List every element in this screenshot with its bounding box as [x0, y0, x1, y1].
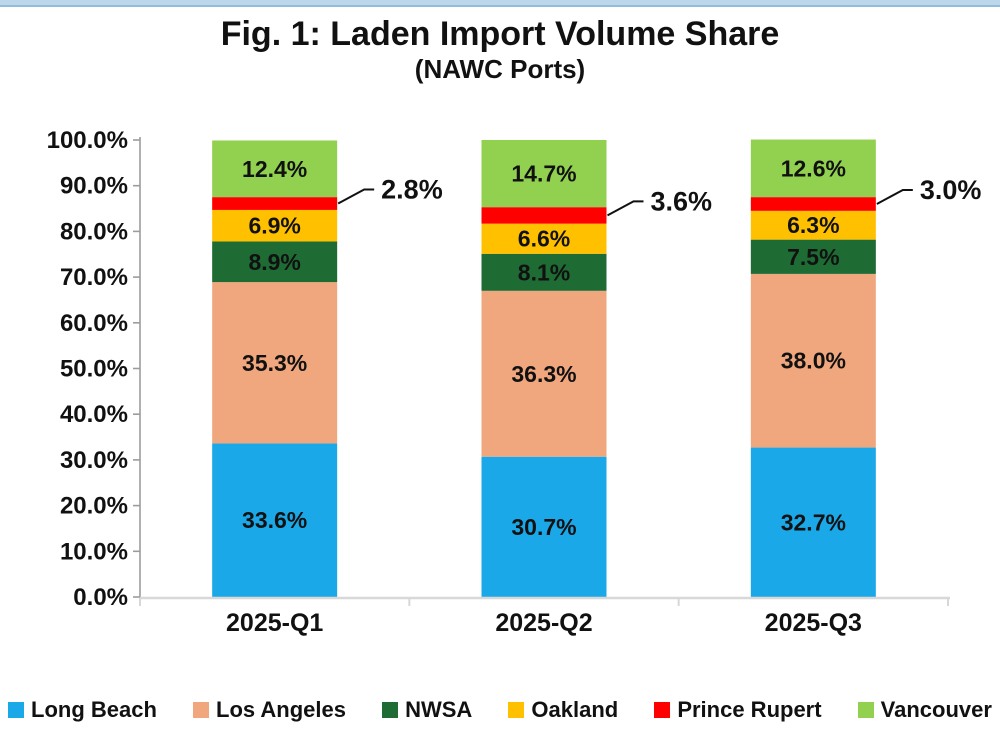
legend-item-vancouver: Vancouver	[857, 697, 992, 723]
legend-swatch	[508, 702, 525, 718]
legend-label: Los Angeles	[216, 697, 346, 722]
legend-swatch	[382, 702, 399, 718]
bar-segment-nwsa	[481, 253, 607, 291]
y-tick-label: 10.0%	[60, 538, 128, 565]
segment-label: 6.6%	[518, 226, 570, 252]
category-label: 2025-Q1	[226, 609, 323, 637]
bar-segment-nwsa	[750, 239, 876, 274]
segment-label: 12.4%	[242, 156, 307, 182]
segment-label: 33.6%	[242, 507, 307, 533]
bar-segment-vancouver	[750, 139, 876, 198]
y-tick-label: 70.0%	[60, 264, 128, 291]
chart-header: Fig. 1: Laden Import Volume Share (NAWC …	[0, 14, 1000, 84]
legend-label: Long Beach	[31, 697, 157, 722]
bar-segment-prince-rupert	[750, 197, 876, 211]
legend-label: Oakland	[531, 697, 619, 722]
segment-label: 6.3%	[787, 212, 839, 238]
callout-label: 3.0%	[920, 175, 982, 205]
bar-segment-vancouver	[212, 140, 338, 198]
segment-label: 12.6%	[781, 155, 846, 181]
chart-subtitle: (NAWC Ports)	[414, 54, 586, 84]
segment-label: 38.0%	[781, 348, 846, 374]
callout-label: 3.6%	[651, 186, 713, 216]
legend-swatch	[654, 702, 671, 718]
legend-label: Vancouver	[880, 697, 992, 722]
legend-label: NWSA	[405, 697, 473, 722]
bar-segment-long-beach	[481, 456, 607, 597]
chart-title: Fig. 1: Laden Import Volume Share	[220, 15, 780, 53]
y-tick-label: 80.0%	[60, 218, 128, 245]
y-tick-label: 20.0%	[60, 493, 128, 520]
legend-item-nwsa: NWSA	[382, 697, 472, 723]
legend-swatch	[857, 702, 874, 718]
callout-line	[337, 188, 375, 205]
callout-line	[607, 200, 644, 217]
segment-label: 7.5%	[787, 244, 839, 270]
segment-label: 32.7%	[781, 509, 846, 535]
bar-segment-prince-rupert	[212, 197, 338, 210]
y-tick-label: 0.0%	[73, 584, 128, 611]
callout-label: 2.8%	[381, 175, 443, 205]
y-tick-label: 50.0%	[60, 356, 128, 383]
category-label: 2025-Q3	[765, 609, 862, 637]
bar-segment-los-angeles	[481, 290, 607, 457]
bar-segment-los-angeles	[750, 273, 876, 448]
bar-segment-oakland	[212, 209, 338, 242]
segment-label: 30.7%	[511, 514, 576, 540]
y-tick-label: 90.0%	[60, 173, 128, 200]
bar-segment-los-angeles	[212, 282, 338, 444]
legend-swatch	[193, 702, 209, 718]
segment-label: 8.1%	[518, 259, 570, 285]
bar-segment-nwsa	[212, 241, 338, 283]
segment-label: 6.9%	[248, 213, 300, 239]
top-accent-band	[0, 0, 1000, 7]
segment-label: 36.3%	[511, 361, 576, 387]
segment-label: 14.7%	[511, 161, 576, 187]
segment-label: 8.9%	[248, 249, 300, 275]
bar-segment-vancouver	[481, 140, 607, 208]
callout-line	[876, 188, 913, 205]
y-tick-label: 60.0%	[60, 310, 128, 337]
segment-label: 35.3%	[242, 350, 307, 376]
legend-item-prince-rupert: Prince Rupert	[654, 697, 822, 723]
category-label: 2025-Q2	[495, 609, 592, 637]
legend-label: Prince Rupert	[677, 697, 822, 722]
legend-item-los-angeles: Los Angeles	[193, 697, 346, 723]
bar-segment-oakland	[481, 223, 607, 254]
legend-item-long-beach: Long Beach	[8, 697, 157, 723]
bar-segment-prince-rupert	[481, 207, 607, 224]
bar-segment-oakland	[750, 210, 876, 240]
legend-item-oakland: Oakland	[508, 697, 618, 723]
bar-segment-long-beach	[212, 443, 338, 597]
legend-swatch	[8, 702, 24, 718]
chart-legend: Long Beach Los Angeles NWSA Oakland Prince R…	[0, 694, 1000, 726]
bar-segment-long-beach	[750, 447, 876, 597]
y-tick-label: 40.0%	[60, 401, 128, 428]
y-tick-label: 100.0%	[47, 127, 128, 154]
y-tick-label: 30.0%	[60, 447, 128, 474]
